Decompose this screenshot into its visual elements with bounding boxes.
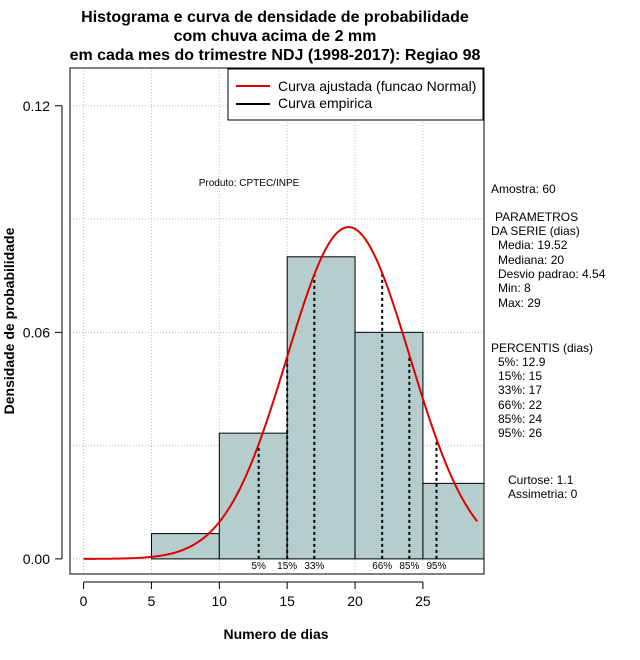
chart-title-line-1: Histograma e curva de densidade de proba… <box>81 9 469 26</box>
histogram-bar <box>218 432 288 560</box>
y-axis-label: Densidade de probabilidade <box>1 227 17 414</box>
legend-label-empirical: Curva empirica <box>278 95 372 111</box>
legend: Curva ajustada (funcao Normal) Curva emp… <box>227 68 484 121</box>
y-tick-label: 0.12 <box>23 98 50 114</box>
x-tick-label: 0 <box>80 593 88 609</box>
plot-frame <box>69 67 485 575</box>
bars-layer <box>150 256 485 560</box>
x-tick-label: 20 <box>347 593 363 609</box>
source-label: Produto: CPTEC/INPE <box>199 178 300 189</box>
percentile-label: 33% <box>304 561 324 572</box>
fitted-normal-curve <box>83 226 479 560</box>
percentil-95: 95%: 26 <box>498 426 542 440</box>
param-mediana: Mediana: 20 <box>498 253 564 267</box>
percentile-lines-layer: 5% 15% 33% 66% 85% 95% <box>251 273 447 572</box>
percentis-title: PERCENTIS (dias) <box>491 341 593 355</box>
histogram-bar <box>422 482 485 560</box>
percentile-label: 15% <box>277 561 297 572</box>
curtose-label: Curtose: 1.1 <box>508 473 574 487</box>
curve-layer <box>83 226 479 560</box>
x-tick-label: 25 <box>415 593 431 609</box>
x-axis-label: Numero de dias <box>223 626 328 642</box>
params-title-2: DA SERIE (dias) <box>491 224 580 238</box>
x-tick-label: 15 <box>279 593 295 609</box>
param-max: Max: 29 <box>498 296 541 310</box>
y-tick-label: 0.00 <box>23 551 50 567</box>
assimetria-label: Assimetria: 0 <box>508 487 578 501</box>
percentil-85: 85%: 24 <box>498 412 542 426</box>
histogram-bar <box>286 256 356 560</box>
x-tick-label: 10 <box>212 593 228 609</box>
percentil-5: 5%: 12.9 <box>498 355 546 369</box>
axes-layer: 0 5 10 15 20 25 0.00 0.06 0.12 <box>23 98 431 609</box>
chart-title-line-3: em cada mes do trimestre NDJ (1998-2017)… <box>70 47 481 64</box>
percentile-label: 5% <box>251 561 266 572</box>
percentile-label: 95% <box>426 561 446 572</box>
params-title-1: PARAMETROS <box>495 210 578 224</box>
percentile-label: 66% <box>372 561 392 572</box>
chart-title-line-2: com chuva acima de 2 mm <box>174 28 377 45</box>
legend-box <box>227 68 484 121</box>
x-tick-label: 5 <box>148 593 156 609</box>
y-tick-label: 0.06 <box>23 324 50 340</box>
percentil-15: 15%: 15 <box>498 369 542 383</box>
param-min: Min: 8 <box>498 281 531 295</box>
histogram-bar <box>354 331 424 560</box>
percentil-33: 33%: 17 <box>498 383 542 397</box>
param-desvio: Desvio padrao: 4.54 <box>498 267 606 281</box>
percentil-66: 66%: 22 <box>498 398 542 412</box>
param-media: Media: 19.52 <box>498 238 568 252</box>
legend-label-fitted: Curva ajustada (funcao Normal) <box>278 78 476 94</box>
sample-size: Amostra: 60 <box>491 182 556 196</box>
percentile-label: 85% <box>399 561 419 572</box>
